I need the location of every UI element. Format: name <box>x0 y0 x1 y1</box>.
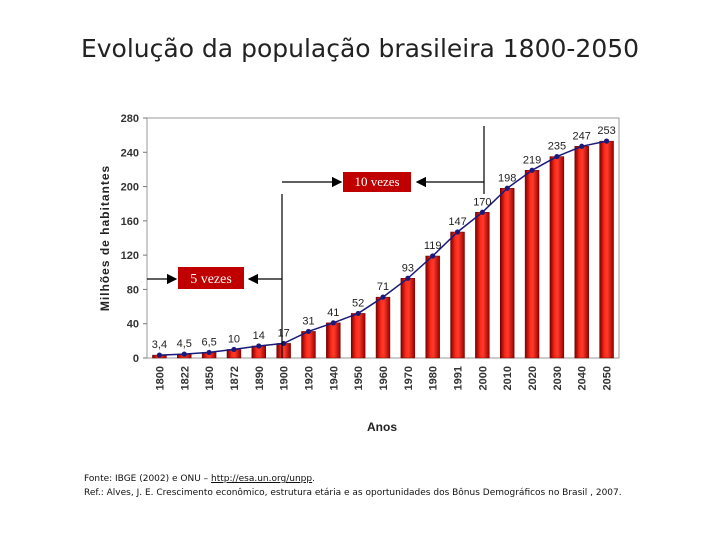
x-tick-label-2030: 2030 <box>552 366 564 390</box>
value-label-2040: 247 <box>573 130 591 142</box>
bar-2030 <box>549 156 565 359</box>
value-label-1822: 4,5 <box>177 338 192 350</box>
x-tick-label-1890: 1890 <box>254 366 266 390</box>
x-tick-label-1940: 1940 <box>328 366 340 390</box>
value-label-1920: 31 <box>302 315 314 327</box>
trend-point-1800 <box>156 352 163 358</box>
value-label-1940: 41 <box>327 307 339 319</box>
trend-point-1920 <box>305 328 312 335</box>
y-tick-label: 200 <box>121 182 139 194</box>
y-tick-label: 240 <box>121 147 139 159</box>
y-tick-label: 160 <box>121 216 139 228</box>
x-tick-label-1900: 1900 <box>279 366 291 390</box>
x-tick-label-2020: 2020 <box>527 366 539 390</box>
bar-1940 <box>326 322 341 359</box>
trend-point-1822 <box>181 351 187 357</box>
value-label-1800: 3,4 <box>152 339 167 351</box>
value-label-1872: 10 <box>228 333 240 345</box>
trend-point-1940 <box>330 320 336 326</box>
value-labels: 3,4 4,5 6,5 10 14 17 31 41 52 71 93 119 147 170 198 219… <box>152 125 616 351</box>
value-label-1890: 14 <box>253 330 265 342</box>
slide-title: Evolução da população brasileira 1800-20… <box>80 34 640 63</box>
value-label-1980: 119 <box>424 240 442 252</box>
y-tick-label: 280 <box>121 113 139 125</box>
annotation-5x-text: 5 vezes <box>190 272 232 287</box>
value-label-2010: 198 <box>498 172 516 184</box>
bar-1970 <box>400 278 416 359</box>
trend-point-2050 <box>603 138 610 144</box>
bar-2000 <box>475 212 490 359</box>
trend-point-1850 <box>206 349 212 356</box>
x-tick-label-2000: 2000 <box>477 366 489 390</box>
x-tick-label-2010: 2010 <box>502 366 514 390</box>
bar-1920 <box>301 331 316 359</box>
trend-point-1872 <box>231 346 237 353</box>
trend-point-2020 <box>529 167 535 173</box>
source-prefix: Fonte: IBGE (2002) e ONU – <box>84 474 212 484</box>
value-label-2000: 170 <box>473 196 491 208</box>
x-tick-label-1970: 1970 <box>403 366 415 390</box>
population-chart: 0 40 80 120 160 200 240 280 3,4 4,5 6,5 10 14 17 31 41… <box>98 113 620 434</box>
x-axis: 1800 1822 1850 1872 1890 1900 1920 1940 1950 1960… <box>154 366 613 390</box>
trend-point-2000 <box>479 209 485 215</box>
trend-point-2030 <box>554 153 560 160</box>
x-tick-label-1920: 1920 <box>303 366 315 390</box>
bar-1950 <box>350 313 366 359</box>
bar-2010 <box>500 188 515 359</box>
reference-note: Ref.: Alves, J. E. Crescimento econômico… <box>84 488 622 498</box>
value-label-1900: 17 <box>278 327 290 339</box>
value-label-2030: 235 <box>548 141 566 153</box>
bar-2050 <box>599 140 614 359</box>
trend-point-2040 <box>579 143 585 149</box>
source-suffix: . <box>312 474 315 484</box>
bar-2020 <box>524 170 540 359</box>
x-tick-label-1822: 1822 <box>179 366 191 390</box>
x-tick-label-2040: 2040 <box>577 366 589 390</box>
x-axis-title: Anos <box>367 420 397 434</box>
y-tick-label: 0 <box>133 353 139 365</box>
bar-1991 <box>450 231 465 359</box>
value-label-1970: 93 <box>402 262 414 274</box>
value-label-2020: 219 <box>523 154 541 166</box>
y-tick-label: 40 <box>127 319 139 331</box>
y-tick-label: 120 <box>121 250 139 262</box>
x-tick-label-1950: 1950 <box>353 366 365 390</box>
y-axis: 0 40 80 120 160 200 240 280 <box>121 113 147 365</box>
x-tick-label-1960: 1960 <box>378 366 390 390</box>
trend-point-1950 <box>355 310 361 317</box>
value-label-1850: 6,5 <box>201 336 216 348</box>
value-label-1950: 52 <box>352 297 364 309</box>
bar-1960 <box>375 296 391 359</box>
trend-point-1890 <box>256 343 262 349</box>
bar-2040 <box>574 146 589 359</box>
x-tick-label-1800: 1800 <box>154 366 166 390</box>
y-axis-title: Milhões de habitantes <box>98 165 112 311</box>
trend-point-1960 <box>380 294 386 300</box>
trend-point-1980 <box>430 253 436 259</box>
annotation-10x-box <box>343 172 411 192</box>
x-tick-label-2050: 2050 <box>602 366 614 390</box>
x-tick-label-1991: 1991 <box>453 366 465 390</box>
value-label-2050: 253 <box>597 125 615 137</box>
x-tick-label-1980: 1980 <box>428 366 440 390</box>
source-note: Fonte: IBGE (2002) e ONU – http://esa.un… <box>84 474 315 484</box>
value-label-1960: 71 <box>377 281 389 293</box>
x-tick-label-1872: 1872 <box>229 366 241 390</box>
x-tick-label-1850: 1850 <box>204 366 216 390</box>
trend-point-1991 <box>454 229 461 235</box>
annotation-5x-box <box>178 267 244 289</box>
y-tick-label: 80 <box>127 284 139 296</box>
trend-point-1970 <box>405 275 411 281</box>
source-link[interactable]: http://esa.un.org/unpp <box>211 474 313 484</box>
trend-point-2010 <box>504 185 510 191</box>
annotation-10x-text: 10 vezes <box>354 174 399 189</box>
bar-1980 <box>425 255 440 359</box>
value-label-1991: 147 <box>448 216 466 228</box>
